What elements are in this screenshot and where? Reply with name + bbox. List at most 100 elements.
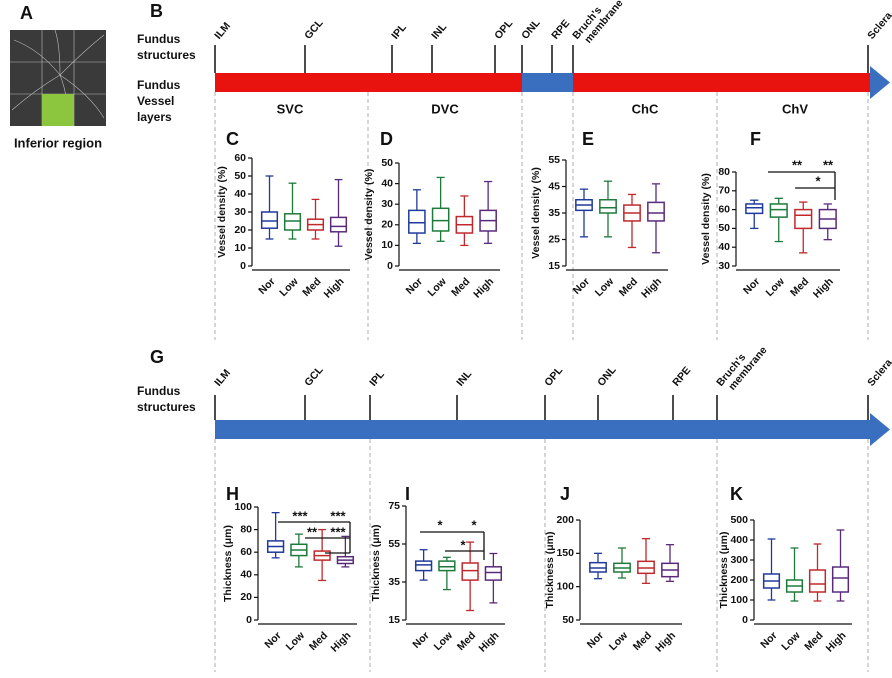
y-tick-label: 25 — [548, 233, 560, 245]
y-tick-label: 15 — [388, 614, 400, 626]
y-tick-label: 40 — [718, 241, 730, 253]
x-tick-label: Low — [284, 629, 308, 653]
x-tick-label: Low — [277, 275, 301, 299]
x-tick-label: Nor — [741, 276, 762, 297]
significance-label: *** — [330, 508, 346, 523]
x-tick-label: Nor — [256, 276, 277, 297]
y-tick-label: 55 — [388, 538, 400, 550]
significance-label: *** — [292, 508, 308, 523]
arrow-head — [870, 66, 890, 99]
layer-label: DVC — [431, 101, 459, 116]
structure-label: INL — [454, 368, 474, 389]
structure-label: IPL — [367, 368, 387, 389]
y-tick-label: 10 — [234, 242, 246, 254]
structure-label: ILM — [212, 20, 233, 42]
y-tick-label: 60 — [234, 152, 246, 164]
y-tick-label: 40 — [234, 188, 246, 200]
y-tick-label: 20 — [240, 591, 252, 603]
box — [408, 209, 426, 234]
panel-letter: G — [150, 347, 164, 367]
y-tick-label: 0 — [240, 260, 246, 272]
y-tick-label: 80 — [240, 523, 252, 535]
y-tick-label: 70 — [718, 185, 730, 197]
y-tick-label: 100 — [730, 594, 748, 606]
box — [431, 207, 450, 232]
significance-label: * — [471, 517, 477, 532]
structure-label: ILM — [212, 367, 233, 389]
panel-letter: K — [730, 484, 743, 504]
structure-label: ONL — [595, 364, 619, 389]
y-tick-label: 15 — [548, 260, 560, 272]
x-tick-label: Med — [300, 276, 323, 299]
y-tick-label: 150 — [556, 547, 574, 559]
heading: structures — [137, 48, 196, 62]
y-tick-label: 30 — [381, 198, 393, 210]
panel-letter: I — [405, 484, 410, 504]
y-tick-label: 50 — [234, 170, 246, 182]
box — [283, 213, 302, 231]
x-tick-label: High — [328, 630, 353, 655]
heading: Fundus — [137, 32, 181, 46]
heading: Fundus — [137, 384, 181, 398]
y-tick-label: 35 — [388, 576, 400, 588]
layer-label: ChV — [782, 101, 808, 116]
y-axis-label: Thickness (μm) — [718, 531, 730, 608]
structure-label: ONL — [519, 17, 543, 42]
y-tick-label: 10 — [381, 239, 393, 251]
panel-letter: H — [226, 484, 239, 504]
panel-letter: F — [750, 129, 761, 149]
heading: layers — [137, 110, 172, 124]
x-tick-label: Low — [432, 629, 456, 653]
y-tick-label: 0 — [387, 260, 393, 272]
x-tick-label: Nor — [758, 630, 779, 651]
y-tick-label: 80 — [718, 166, 730, 178]
y-tick-label: 200 — [556, 514, 574, 526]
x-tick-label: Med — [631, 630, 654, 653]
y-tick-label: 55 — [548, 154, 560, 166]
y-tick-label: 60 — [240, 546, 252, 558]
significance-label: ** — [792, 157, 803, 172]
box — [808, 569, 827, 593]
y-tick-label: 100 — [234, 501, 252, 513]
y-tick-label: 200 — [730, 574, 748, 586]
box — [414, 560, 433, 572]
box — [461, 562, 479, 581]
y-axis-label: Thickness (μm) — [222, 525, 234, 602]
y-tick-label: 45 — [548, 180, 560, 192]
x-tick-label: Low — [425, 275, 449, 299]
x-tick-label: Low — [764, 275, 788, 299]
y-tick-label: 500 — [730, 514, 748, 526]
x-tick-label: Nor — [262, 630, 283, 651]
x-tick-label: High — [322, 276, 347, 301]
x-tick-label: Med — [455, 630, 478, 653]
y-axis-label: Vessel density (%) — [363, 169, 375, 261]
x-tick-label: High — [639, 276, 664, 301]
structure-label: IPL — [389, 21, 409, 42]
caption: Inferior region — [14, 135, 102, 150]
box — [769, 203, 788, 218]
y-tick-label: 35 — [548, 207, 560, 219]
inferior-region — [42, 94, 74, 126]
structure-arrow — [215, 420, 870, 439]
significance-label: * — [815, 173, 821, 188]
x-tick-label: Low — [593, 275, 617, 299]
y-axis-label: Thickness (μm) — [544, 531, 556, 608]
x-tick-label: Nor — [585, 630, 606, 651]
significance-label: * — [437, 517, 443, 532]
significance-label: ** — [307, 524, 318, 539]
y-axis-label: Vessel density (%) — [700, 173, 712, 265]
x-tick-label: Med — [802, 630, 825, 653]
y-tick-label: 60 — [718, 203, 730, 215]
panel-letter: B — [150, 1, 163, 21]
y-tick-label: 40 — [240, 569, 252, 581]
panel-letter: J — [560, 484, 570, 504]
structure-label: Sclera — [865, 10, 892, 42]
box — [260, 211, 279, 229]
x-tick-label: Med — [617, 276, 640, 299]
x-tick-label: High — [653, 630, 678, 655]
x-tick-label: Low — [607, 629, 631, 653]
x-tick-label: Med — [307, 630, 330, 653]
y-tick-label: 50 — [718, 222, 730, 234]
y-axis-label: Vessel density (%) — [530, 167, 542, 259]
y-tick-label: 0 — [742, 614, 748, 626]
